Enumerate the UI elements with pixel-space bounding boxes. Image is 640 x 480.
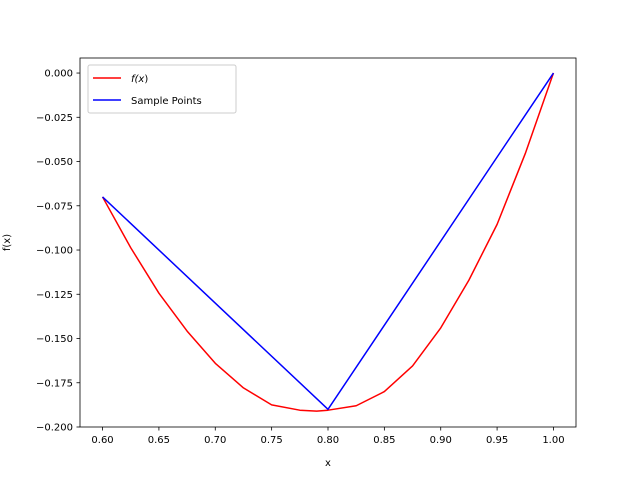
x-tick-label: 0.95	[486, 435, 508, 446]
y-tick-label: −0.200	[36, 423, 73, 434]
x-tick-label: 0.80	[317, 435, 339, 446]
legend-label-fx-prefix: f(	[131, 74, 140, 85]
legend-box	[87, 64, 237, 114]
legend-label-fx-suffix: )	[144, 74, 148, 85]
y-tick-label: −0.075	[36, 201, 73, 212]
y-tick-label: −0.025	[36, 113, 73, 124]
x-tick-label: 0.85	[373, 435, 395, 446]
y-tick-label: −0.100	[36, 246, 73, 257]
x-axis-ticks: 0.60 0.65 0.70 0.75 0.80 0.85 0.90 0.95 1.00	[91, 427, 565, 446]
y-tick-label: 0.000	[44, 69, 73, 80]
series-line-sample-points	[102, 72, 555, 411]
legend: f(x) Sample Points	[87, 64, 237, 114]
y-tick-label: −0.175	[36, 378, 73, 389]
legend-label-fx: f(x)	[131, 74, 148, 85]
x-tick-label: 0.65	[148, 435, 170, 446]
y-tick-label: −0.050	[36, 157, 73, 168]
x-axis-label: x	[325, 458, 331, 469]
legend-label-fx-var: x	[137, 74, 144, 85]
legend-label-sample-points: Sample Points	[131, 96, 202, 107]
x-tick-label: 0.60	[91, 435, 113, 446]
x-tick-label: 0.70	[204, 435, 226, 446]
x-tick-label: 0.75	[261, 435, 283, 446]
x-tick-label: 1.00	[542, 435, 564, 446]
y-axis-ticks: 0.000 −0.025 −0.050 −0.075 −0.100 −0.125 −0.15…	[36, 69, 80, 434]
y-tick-label: −0.125	[36, 290, 73, 301]
x-tick-label: 0.90	[430, 435, 452, 446]
y-axis-label: f(x)	[2, 234, 13, 251]
y-tick-label: −0.150	[36, 334, 73, 345]
plot-lines	[101, 72, 555, 412]
series-line-fx	[101, 72, 555, 412]
